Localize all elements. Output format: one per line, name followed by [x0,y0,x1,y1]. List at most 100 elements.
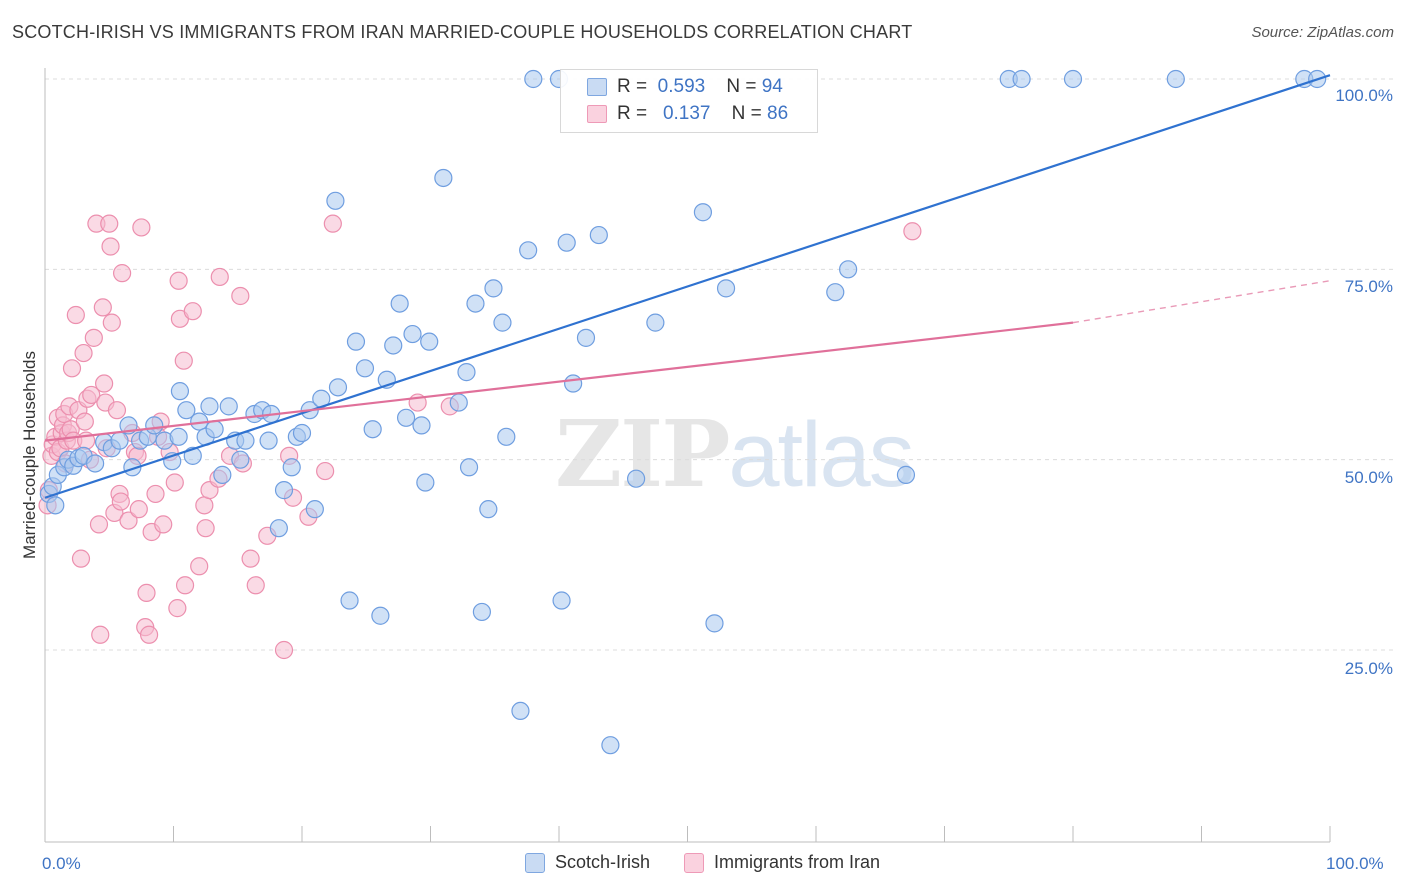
legend-r-value: 0.593 [657,76,706,97]
iran-point [165,473,184,492]
iran-point [231,286,250,306]
iran-point [246,576,265,595]
iran-point [146,484,165,504]
legend-swatch-pink [587,105,607,123]
scotch-irish-point [346,332,366,351]
scotch-irish-point [466,294,485,313]
stats-legend: R = 0.593 N = 94 R = 0.137 N = 86 [560,69,818,133]
iran-point [82,385,101,405]
scotch-irish-point [205,420,224,439]
scotch-irish-point [292,423,312,443]
iran-point [62,359,82,378]
scotch-irish-point [511,701,530,721]
scotch-irish-point [416,473,435,492]
iran-point [74,343,93,363]
iran-point [139,625,159,644]
legend-n-label: N = [731,103,762,124]
scotch-irish-point [363,420,382,439]
iran-point [100,214,119,233]
iran-point [316,461,335,481]
series-label-iran: Immigrants from Iran [714,852,881,872]
scotch-irish-point [328,378,348,397]
iran-point [241,549,260,568]
y-tick-50: 50.0% [1344,468,1393,487]
scotch-irish-point [390,294,409,313]
y-tick-75: 75.0% [1344,277,1393,296]
scotch-irish-point [705,614,724,633]
scotch-irish-point [646,313,665,332]
iran-point [175,576,195,595]
scotch-irish-trend-line [44,74,1331,499]
scotch-irish-point [420,332,439,351]
scotch-irish-point [274,481,294,500]
scotch-irish-point [403,324,422,344]
scotch-irish-point [472,602,491,622]
scotch-irish-point [497,427,516,446]
iran-point [168,599,187,618]
legend-n-label: N = [726,76,757,97]
legend-r-label: R = [617,103,648,124]
scotch-irish-point [269,519,288,538]
scotch-irish-point [231,450,250,469]
scotch-irish-point [200,397,219,416]
series-label-scotch-irish: Scotch-Irish [555,852,651,872]
y-tick-25: 25.0% [1344,659,1393,678]
scotch-irish-point [326,191,345,210]
iran-point [169,271,188,290]
series-legend-iran[interactable]: Immigrants from Iran [684,852,880,873]
iran-point [112,264,132,283]
iran-point [132,218,151,237]
scotch-irish-point [693,203,713,222]
scotch-irish-point [371,606,390,625]
iran-point [111,492,130,511]
y-axis-label: Married-couple Households [20,351,39,559]
legend-n-value: 86 [767,103,789,124]
scotch-irish-point [457,363,476,382]
legend-row-iran: R = 0.137 N = 86 [587,102,788,126]
scotch-irish-point [145,416,164,435]
scotch-irish-point [213,465,232,484]
iran-point [71,549,91,568]
iran-trend-extension [1072,280,1331,324]
iran-point [102,313,121,332]
scotch-irish-point [839,260,858,279]
scotch-irish-point [434,168,453,188]
iran-point [119,511,138,530]
scotch-irish-point [384,336,403,355]
iran-point [196,519,215,538]
iran-point [129,500,148,519]
iran-point [66,305,85,325]
legend-n-value: 94 [761,76,783,97]
scotch-irish-point [177,401,196,420]
iran-point [903,222,922,241]
iran-point [93,298,112,317]
scotch-irish-point [557,233,576,252]
iran-point [195,496,214,515]
iran-point [95,374,114,393]
scotch-irish-point [396,408,416,427]
series-swatch-blue [525,852,545,873]
scotch-irish-point [86,454,105,473]
chart-title: SCOTCH-IRISH VS IMMIGRANTS FROM IRAN MAR… [12,22,913,42]
iran-point [101,237,120,256]
scotch-irish-point [826,283,845,302]
scotch-irish-point [626,469,646,488]
iran-point [137,583,156,603]
series-legend-scotch-irish[interactable]: Scotch-Irish [525,852,650,873]
scotch-irish-point [169,427,188,446]
iran-point [174,351,193,370]
scotch-irish-point [355,359,375,378]
series-legend: Scotch-Irish Immigrants from Iran [525,852,914,873]
scotch-irish-point [601,736,620,755]
legend-r-value: 0.137 [662,103,711,124]
iran-point [183,302,202,321]
series-swatch-pink [684,852,705,873]
scotch-irish-point [564,374,583,393]
scotch-irish-point [493,313,512,332]
scotch-irish-point [589,225,608,245]
scotch-irish-point [110,431,129,450]
scotch-irish-point [340,591,359,610]
scotch-irish-point [219,397,238,416]
x-tick-0: 0.0% [42,854,81,873]
